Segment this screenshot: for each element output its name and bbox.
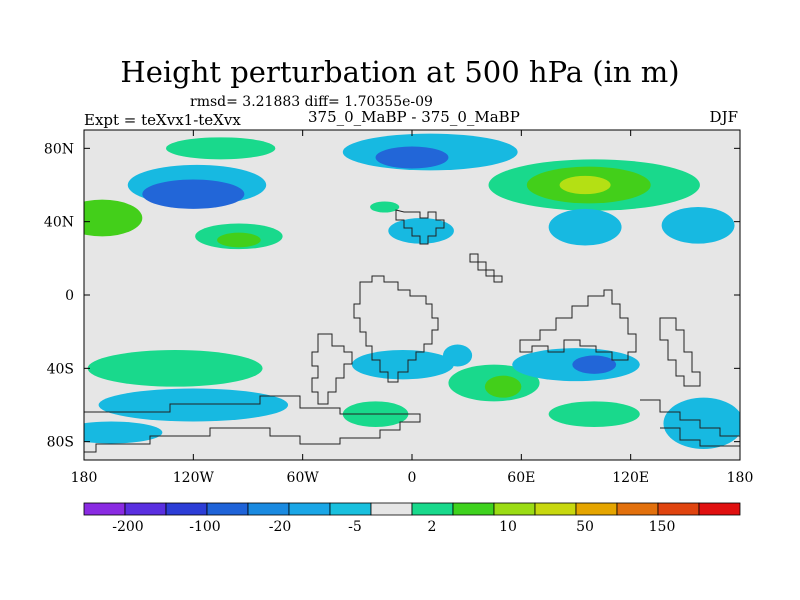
anomaly-25 — [548, 401, 640, 427]
anomaly-16 — [98, 388, 289, 422]
colorbar-swatch-9 — [452, 502, 495, 516]
x-tick-label-0: 180 — [71, 470, 98, 486]
anomaly-19 — [442, 344, 473, 367]
colorbar-swatch-12 — [575, 502, 618, 516]
continent-outlines — [84, 209, 740, 453]
anomaly-1 — [142, 179, 245, 209]
x-tick-label-2: 60W — [287, 470, 320, 486]
colorbar: -200 -100 -20 -5 2 10 50 150 — [83, 502, 741, 535]
anomaly-5 — [217, 232, 261, 248]
anomaly-6 — [370, 201, 400, 213]
colorbar-swatch-5 — [288, 502, 331, 516]
stats-text: rmsd= 3.21883 diff= 1.70355e-09 — [190, 94, 433, 110]
colorbar-swatch-3 — [206, 502, 249, 516]
anomaly-26 — [663, 397, 740, 449]
anomaly-17 — [84, 421, 163, 444]
colorbar-label-4: 2 — [428, 519, 437, 535]
colorbar-swatch-2 — [165, 502, 208, 516]
center-label: 375_0_MaBP - 375_0_MaBP — [308, 108, 520, 126]
anomaly-21 — [484, 375, 522, 398]
colorbar-swatch-7 — [370, 502, 413, 516]
anomaly-15 — [87, 350, 263, 387]
colorbar-label-3: -5 — [348, 519, 362, 535]
left-label: Expt = teXvx1-teXvx — [84, 111, 241, 129]
colorbar-swatch-8 — [411, 502, 454, 516]
colorbar-swatch-4 — [247, 502, 290, 516]
colorbar-swatch-13 — [616, 502, 659, 516]
x-tick-label-3: 0 — [408, 470, 417, 486]
anomaly-fields — [84, 133, 740, 449]
anomaly-2 — [166, 137, 276, 160]
anomaly-14 — [661, 207, 735, 244]
colorbar-swatch-1 — [124, 502, 167, 516]
colorbar-label-0: -200 — [112, 519, 143, 535]
anomaly-3 — [84, 199, 143, 237]
colorbar-swatch-6 — [329, 502, 372, 516]
colorbar-label-6: 50 — [576, 519, 594, 535]
x-tick-label-5: 120E — [612, 470, 649, 486]
colorbar-label-5: 10 — [499, 519, 517, 535]
colorbar-label-1: -100 — [189, 519, 220, 535]
colorbar-label-7: 150 — [649, 519, 676, 535]
anomaly-13 — [548, 208, 622, 246]
y-tick-label-4: 80S — [47, 435, 74, 451]
colorbar-swatch-0 — [83, 502, 126, 516]
y-tick-label-0: 80N — [44, 141, 74, 157]
colorbar-swatch-14 — [657, 502, 700, 516]
y-axis: 80N 40N 0 40S 80S — [44, 141, 740, 451]
x-tick-label-1: 120W — [173, 470, 215, 486]
colorbar-swatch-15 — [698, 502, 741, 516]
anomaly-18 — [351, 350, 454, 380]
x-tick-label-4: 60E — [507, 470, 535, 486]
chart-title: Height perturbation at 500 hPa (in m) — [120, 55, 680, 89]
x-tick-label-6: 180 — [727, 470, 754, 486]
y-tick-label-1: 40N — [44, 215, 74, 231]
colorbar-swatch-11 — [534, 502, 577, 516]
colorbar-swatch-10 — [493, 502, 536, 516]
right-label: DJF — [709, 108, 738, 126]
anomaly-9 — [375, 146, 449, 169]
anomaly-24 — [572, 355, 617, 374]
x-axis: 180 120W 60W 0 60E 120E 180 — [71, 130, 754, 486]
y-tick-label-2: 0 — [65, 288, 74, 304]
y-tick-label-3: 40S — [47, 361, 74, 377]
anomaly-12 — [559, 175, 611, 195]
colorbar-label-2: -20 — [269, 519, 292, 535]
anomaly-7 — [388, 218, 454, 244]
